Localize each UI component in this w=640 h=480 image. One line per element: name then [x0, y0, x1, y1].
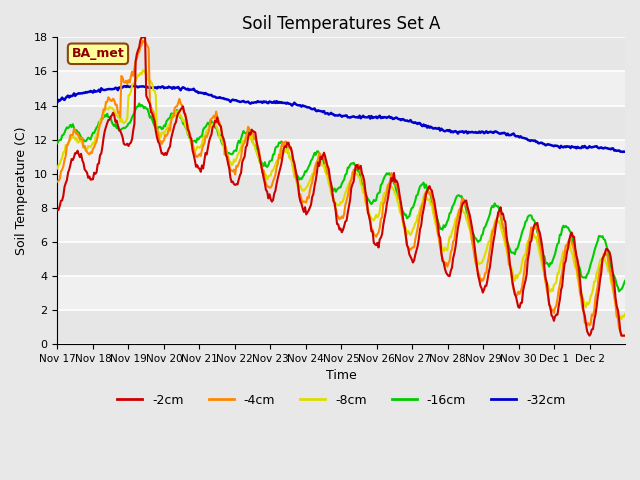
Bar: [58, 37, 625, 72]
Y-axis label: Soil Temperature (C): Soil Temperature (C): [15, 127, 28, 255]
Title: Soil Temperatures Set A: Soil Temperatures Set A: [242, 15, 440, 33]
Bar: [58, 242, 625, 276]
Bar: [58, 72, 625, 106]
Bar: [58, 208, 625, 242]
Legend: -2cm, -4cm, -8cm, -16cm, -32cm: -2cm, -4cm, -8cm, -16cm, -32cm: [112, 388, 570, 411]
Bar: [58, 174, 625, 208]
Bar: [58, 106, 625, 140]
X-axis label: Time: Time: [326, 370, 356, 383]
Bar: [58, 310, 625, 344]
Bar: [58, 140, 625, 174]
Bar: [58, 276, 625, 310]
Text: BA_met: BA_met: [72, 47, 124, 60]
